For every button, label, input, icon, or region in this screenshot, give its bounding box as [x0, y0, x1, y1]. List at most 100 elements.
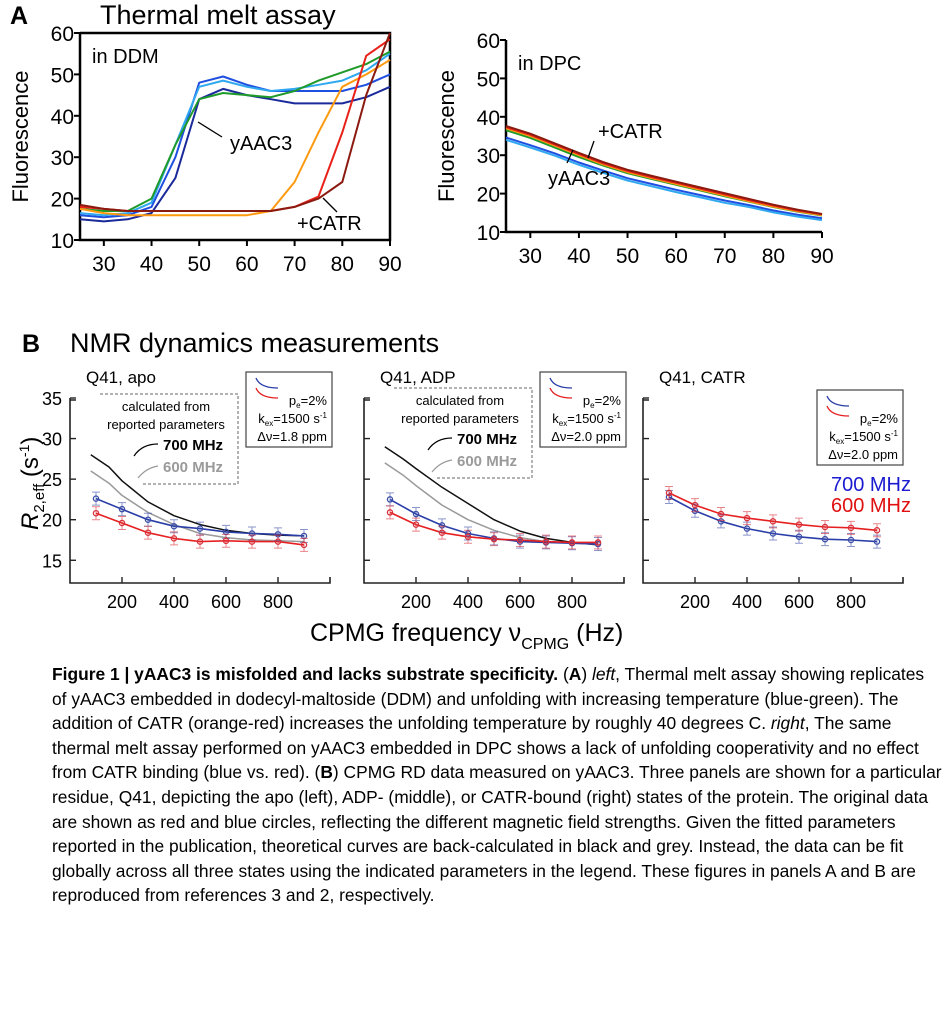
calc-700-line	[384, 446, 599, 546]
leader-line	[197, 121, 223, 138]
panel-title: Q41, apo	[86, 368, 156, 387]
data-point	[769, 530, 777, 537]
data-point	[795, 521, 803, 528]
x-tick-label: 30	[92, 253, 115, 276]
data-point	[490, 535, 498, 543]
y-tick-label: 30	[42, 430, 62, 450]
apo-label: yAAC3	[548, 168, 610, 190]
error-bar	[516, 533, 524, 547]
legend-kex: kex=1500 s-1	[258, 411, 327, 428]
panel-b-letter: B	[22, 330, 40, 358]
data-point	[412, 521, 420, 528]
data-point	[386, 496, 394, 503]
data-point	[248, 538, 256, 545]
data-point	[196, 538, 204, 545]
data-point	[568, 539, 576, 546]
leader-line	[566, 149, 574, 164]
series-line	[505, 138, 823, 222]
x-tick-label: 50	[616, 245, 639, 268]
data-point	[743, 514, 751, 522]
calc-text: reported parameters	[107, 417, 225, 432]
axes	[363, 398, 625, 584]
panel-title: Q41, CATR	[659, 368, 746, 387]
error-bar	[92, 506, 100, 521]
x-tick-label: 600	[211, 592, 241, 612]
data-point	[170, 535, 178, 542]
error-bar	[464, 529, 472, 544]
caption-segment: (	[558, 664, 569, 684]
data-point	[196, 525, 204, 532]
y-tick-label: 10	[477, 222, 500, 245]
pe: p	[583, 393, 590, 408]
panel-a-letter: A	[10, 2, 28, 30]
pe-sub: e	[296, 401, 301, 410]
error-bar	[490, 532, 498, 547]
error-bar	[118, 502, 126, 517]
pe-val: =2%	[872, 411, 899, 426]
caption-segment: ) CPMG RD data measured on yAAC3. Three …	[52, 762, 942, 906]
data-point	[118, 519, 126, 527]
kex: k	[552, 411, 559, 426]
legend-pe: pe=2%	[289, 393, 328, 410]
error-bar	[170, 531, 178, 546]
catr-label: +CATR	[598, 121, 663, 143]
data-point	[847, 536, 855, 544]
x-tick-label: 40	[140, 253, 163, 276]
caption-segment: A	[568, 664, 582, 684]
leader-line	[587, 140, 595, 159]
series-line	[505, 127, 823, 217]
data-point	[821, 535, 829, 543]
x-tick-label: 800	[557, 592, 587, 612]
chart-dpc: 30 40 50 60 70 80 90 10 20 30 40 50 60 Fluorescence in…	[434, 30, 834, 268]
caption-segment: , Thermal melt assay showing replicates …	[52, 664, 925, 734]
chart-ddm: 30 40 50 60 70 80 90 10 20 30 40 50 60 Fluorescence in…	[8, 23, 402, 276]
legend-kex: kex=1500 s-1	[829, 429, 898, 446]
y-axis-label: Fluorescence	[434, 70, 459, 202]
data-point	[144, 516, 152, 523]
data-point	[691, 501, 699, 509]
calc-text: reported parameters	[401, 411, 519, 426]
series-line	[79, 59, 391, 217]
y-tick-label: 30	[51, 147, 74, 170]
y-tick-label: 10	[51, 230, 74, 253]
error-bar	[196, 534, 204, 549]
error-bar	[665, 485, 673, 500]
y-tick-label: 15	[42, 551, 62, 571]
legend-dv: Δν=2.0 ppm	[828, 447, 898, 462]
caption-segment: Figure 1 | yAAC3 is misfolded and lacks …	[52, 664, 559, 684]
error-bar	[118, 515, 126, 530]
kex-val: =1500 s	[567, 411, 614, 426]
error-bar	[568, 535, 576, 550]
y-tick-label: 30	[477, 145, 500, 168]
arrow-700	[427, 437, 453, 451]
kex-sub: ex	[559, 419, 567, 428]
y-tick-label: 40	[477, 107, 500, 130]
series-line	[505, 136, 823, 220]
data-point	[118, 505, 126, 513]
pe-sub: e	[867, 419, 872, 428]
error-bar	[438, 525, 446, 540]
x-tick-label: 400	[732, 592, 762, 612]
y-tick-label: 60	[51, 23, 74, 46]
x-tick-label: 200	[401, 592, 431, 612]
kex: k	[258, 411, 265, 426]
y-tick-label: 50	[51, 64, 74, 87]
pe-sub: e	[590, 401, 595, 410]
panel-title: Q41, ADP	[380, 368, 456, 387]
data-point	[144, 529, 152, 536]
x-tick-label: 600	[505, 592, 535, 612]
calc-600-label: 600 MHz	[457, 453, 517, 470]
series-line	[79, 73, 391, 219]
error-bar	[92, 491, 100, 506]
data-point	[821, 523, 829, 531]
kex-val: =1500 s	[273, 411, 320, 426]
caption-segment: right	[770, 713, 805, 734]
y-axis-label: Fluorescence	[8, 70, 33, 202]
kex-sup: -1	[891, 429, 899, 438]
series-line	[79, 32, 391, 212]
pe-val: =2%	[595, 393, 622, 408]
x-tick-label: 50	[188, 253, 211, 276]
panel-b-title: NMR dynamics measurements	[70, 328, 439, 358]
condition-label: in DPC	[518, 53, 581, 75]
